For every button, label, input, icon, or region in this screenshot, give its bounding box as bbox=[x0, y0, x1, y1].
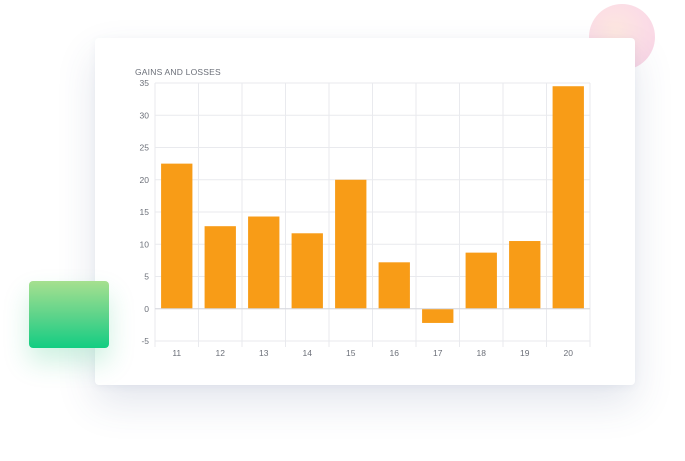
x-tick-label: 18 bbox=[477, 348, 487, 358]
bar-16 bbox=[378, 262, 410, 309]
bar-19 bbox=[509, 241, 541, 309]
bar-17 bbox=[422, 308, 454, 323]
x-tick-label: 11 bbox=[172, 348, 181, 358]
x-tick-label: 19 bbox=[520, 348, 530, 358]
decorative-green-tile bbox=[29, 281, 109, 348]
chart-title: GAINS AND LOSSES bbox=[135, 67, 221, 77]
y-tick-label: 25 bbox=[140, 143, 150, 153]
bar-11 bbox=[161, 163, 193, 309]
y-tick-label: 5 bbox=[144, 272, 149, 282]
y-tick-label: 10 bbox=[140, 239, 150, 249]
y-tick-label: 15 bbox=[140, 207, 150, 217]
bar-12 bbox=[204, 226, 236, 309]
y-tick-label: 30 bbox=[140, 110, 150, 120]
x-tick-label: 14 bbox=[303, 348, 313, 358]
y-tick-label: -5 bbox=[141, 336, 149, 346]
bar-14 bbox=[291, 233, 323, 309]
y-tick-label: 20 bbox=[140, 175, 150, 185]
x-tick-label: 20 bbox=[564, 348, 574, 358]
bar-13 bbox=[248, 216, 280, 309]
bar-15 bbox=[335, 179, 367, 309]
x-tick-label: 12 bbox=[216, 348, 226, 358]
bar-18 bbox=[465, 252, 497, 309]
x-tick-label: 17 bbox=[433, 348, 443, 358]
x-tick-label: 15 bbox=[346, 348, 356, 358]
y-tick-label: 0 bbox=[144, 304, 149, 314]
x-tick-label: 16 bbox=[390, 348, 400, 358]
x-tick-label: 13 bbox=[259, 348, 269, 358]
bar-20 bbox=[552, 86, 584, 309]
y-tick-label: 35 bbox=[140, 78, 150, 88]
